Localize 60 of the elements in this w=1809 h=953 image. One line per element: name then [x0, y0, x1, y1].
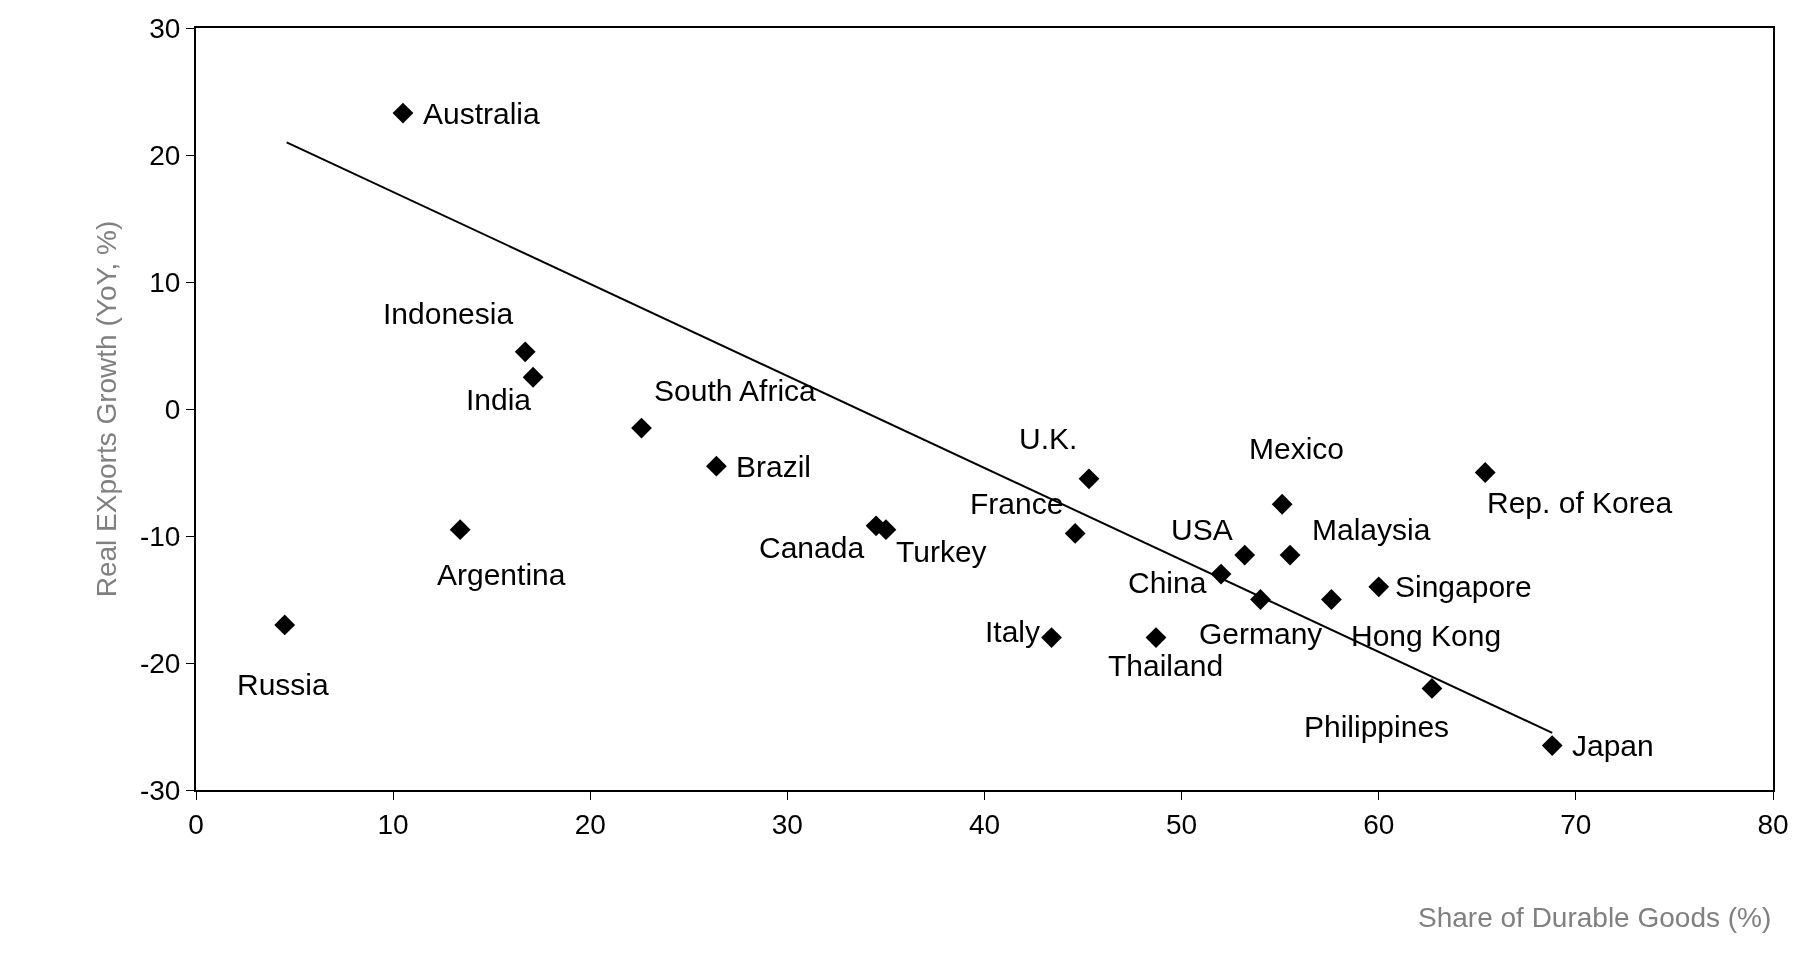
annotation: Japan — [1572, 729, 1654, 762]
point — [522, 366, 544, 388]
x-tick-label: 10 — [377, 808, 409, 840]
annotation: Indonesia — [383, 297, 514, 330]
annotation: Argentina — [437, 558, 566, 591]
point — [449, 519, 471, 541]
y-axis-title: Real EXports Growth (YoY, %) — [91, 220, 123, 598]
point — [1368, 576, 1390, 598]
annotation: Italy — [985, 615, 1041, 648]
y-tick-label: -20 — [139, 647, 181, 679]
y-tick-label: 30 — [149, 12, 181, 44]
y-tick-label: -30 — [139, 774, 181, 806]
x-tick-label: 50 — [1166, 808, 1198, 840]
annotation: India — [466, 383, 532, 416]
annotation: Thailand — [1108, 649, 1224, 682]
annotation: Russia — [237, 668, 330, 701]
x-tick-label: 70 — [1560, 808, 1592, 840]
point — [1078, 468, 1100, 490]
point — [1145, 627, 1167, 648]
annotation: China — [1128, 566, 1207, 599]
x-tick-label: 60 — [1363, 808, 1395, 840]
x-tick-label: 30 — [771, 808, 803, 840]
y-tick-label: 20 — [149, 139, 181, 171]
y-tick-label: 10 — [149, 266, 181, 298]
annotation: Canada — [759, 531, 865, 564]
x-tick-label: 20 — [574, 808, 606, 840]
point — [706, 455, 727, 477]
annotation: Singapore — [1395, 570, 1532, 603]
annotation: Turkey — [896, 535, 987, 568]
annotation: Brazil — [736, 450, 812, 483]
annotation: Malaysia — [1312, 513, 1431, 546]
annotation: Australia — [423, 97, 541, 130]
x-tick-label: 40 — [968, 808, 1001, 840]
annotation: Mexico — [1249, 432, 1345, 465]
annotation: Philippines — [1304, 710, 1450, 743]
point — [1279, 544, 1301, 566]
point — [1041, 627, 1062, 648]
annotation: South Africa — [654, 374, 817, 407]
point — [1064, 523, 1086, 544]
y-tick-label: 0 — [164, 393, 181, 425]
x-tick-label: 0 — [188, 808, 204, 840]
annotation: Germany — [1199, 617, 1323, 650]
annotation: Hong Kong — [1351, 619, 1502, 652]
point — [1541, 735, 1563, 756]
point — [1321, 589, 1342, 610]
point — [1271, 493, 1293, 515]
point — [1474, 462, 1496, 483]
point — [392, 102, 414, 124]
x-axis-title: Share of Durable Goods (%) — [1418, 902, 1772, 933]
point — [631, 417, 652, 439]
point — [1421, 678, 1443, 699]
annotation: U.K. — [1019, 422, 1078, 455]
annotation: France — [970, 487, 1064, 520]
point — [514, 341, 536, 363]
x-tick-label: 80 — [1757, 808, 1789, 840]
point — [274, 614, 296, 636]
annotation: USA — [1171, 513, 1233, 546]
y-tick-label: -10 — [139, 520, 181, 552]
annotation: Rep. of Korea — [1487, 486, 1673, 519]
point — [1234, 544, 1256, 566]
